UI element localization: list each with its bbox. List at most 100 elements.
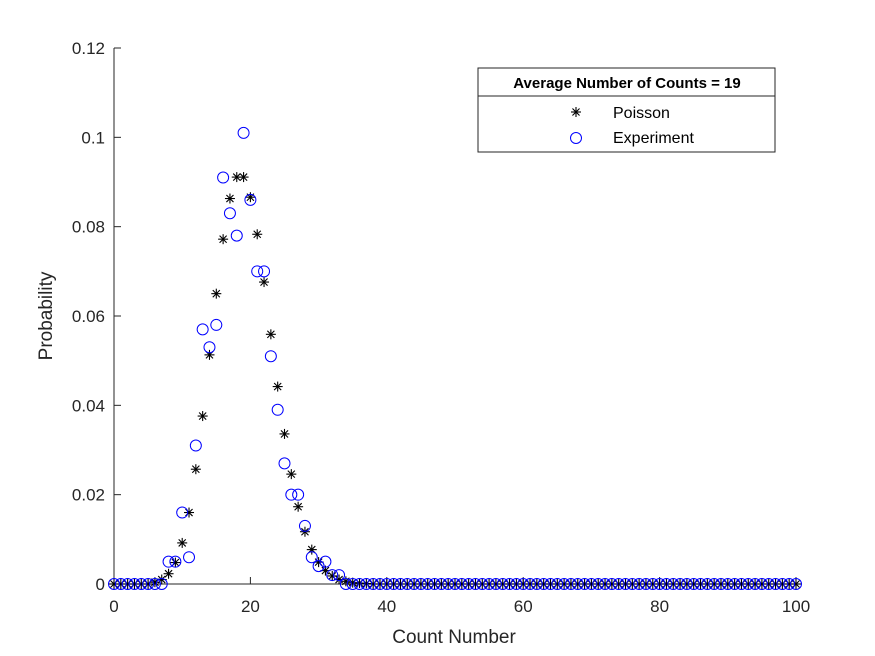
legend-box (477, 67, 776, 153)
experiment-point (155, 578, 168, 590)
poisson-point (177, 537, 188, 548)
experiment-point (455, 578, 468, 590)
experiment-point (394, 578, 407, 590)
poisson-point (245, 192, 256, 203)
experiment-point (469, 578, 482, 590)
experiment-point (339, 578, 352, 590)
experiment-point (258, 265, 271, 278)
experiment-point (667, 578, 680, 590)
experiment-point (708, 578, 721, 590)
experiment-point (148, 578, 161, 590)
experiment-point (128, 578, 141, 590)
experiment-point (694, 578, 707, 590)
poisson-point (184, 507, 195, 518)
experiment-point (571, 578, 584, 590)
legend-entry-poisson: Poisson (613, 105, 670, 122)
experiment-point (755, 578, 768, 590)
experiment-point (108, 578, 120, 590)
axes: 0 20 40 60 80 100 0 0.02 0.04 0.06 0.08 0.1 0.12 (72, 39, 810, 616)
experiment-point (585, 578, 598, 590)
x-axis-label: Count Number (392, 627, 516, 648)
poisson-point (163, 568, 174, 579)
y-tick-label: 0.1 (81, 128, 105, 147)
experiment-point (653, 578, 666, 590)
experiment-point (619, 578, 632, 590)
legend-circle-icon (570, 132, 582, 144)
experiment-point (769, 578, 782, 590)
experiment-point (578, 578, 591, 590)
legend-title: Average Number of Counts = 19 (513, 75, 740, 92)
experiment-point (121, 578, 134, 590)
experiment-point (544, 578, 557, 590)
experiment-point (278, 457, 291, 470)
y-tick-label: 0.08 (72, 218, 105, 237)
experiment-point (414, 578, 427, 590)
experiment-point (496, 578, 509, 590)
experiment-point (783, 578, 796, 590)
experiment-point (639, 578, 652, 590)
legend-marker-poisson (571, 107, 581, 117)
x-tick-label: 0 (109, 597, 118, 616)
experiment-point (510, 578, 523, 590)
experiment-point (183, 551, 196, 564)
poisson-point (143, 579, 154, 589)
experiment-point (189, 439, 202, 452)
experiment-point (380, 578, 393, 590)
x-tick-label: 40 (377, 597, 396, 616)
experiment-point (244, 193, 257, 206)
legend-asterisk-icon (571, 107, 581, 117)
experiment-point (442, 578, 455, 590)
experiment-point (551, 578, 564, 590)
experiment-point (674, 578, 687, 590)
experiment-point (476, 578, 489, 590)
poisson-point (190, 464, 201, 475)
poisson-point (265, 329, 276, 340)
experiment-point (558, 578, 571, 590)
y-tick-label: 0.02 (72, 486, 105, 505)
experiment-point (489, 578, 502, 590)
experiment-point (524, 578, 537, 590)
experiment-point (292, 488, 305, 501)
experiment-point (776, 578, 789, 590)
poisson-point (218, 234, 229, 245)
poisson-point (279, 428, 290, 439)
y-tick-label: 0.04 (72, 396, 105, 415)
experiment-point (298, 519, 311, 532)
experiment-point (230, 229, 243, 242)
poisson-point (259, 277, 270, 288)
experiment-point (312, 560, 325, 573)
poisson-point (340, 576, 351, 587)
experiment-point (612, 578, 625, 590)
experiment-point (721, 578, 734, 590)
experiment-point (599, 578, 612, 590)
experiment-point (714, 578, 727, 590)
poisson-point (231, 172, 242, 183)
experiment-point (169, 555, 182, 568)
experiment-point (223, 207, 236, 220)
experiment-point (408, 578, 421, 590)
experiment-point (735, 578, 748, 590)
experiment-point (251, 265, 264, 278)
experiment-point (749, 578, 762, 590)
experiment-point (530, 578, 543, 590)
experiment-point (592, 578, 605, 590)
x-tick-label: 60 (514, 597, 533, 616)
experiment-point (462, 578, 475, 590)
experiment-point (285, 488, 298, 501)
experiment-point (264, 350, 277, 363)
y-tick-label: 0 (96, 575, 105, 594)
experiment-point (537, 578, 550, 590)
experiment-point (646, 578, 659, 590)
experiment-point (687, 578, 700, 590)
poisson-point (211, 288, 222, 299)
experiment-point (387, 578, 400, 590)
experiment-point (203, 341, 216, 354)
experiment-point (660, 578, 673, 590)
legend-marker-experiment (570, 132, 582, 144)
x-tick-label: 20 (241, 597, 260, 616)
experiment-point (449, 578, 461, 590)
series-experiment (108, 126, 802, 590)
experiment-point (237, 126, 250, 139)
experiment-point (421, 578, 434, 590)
y-tick-label: 0.12 (72, 39, 105, 58)
